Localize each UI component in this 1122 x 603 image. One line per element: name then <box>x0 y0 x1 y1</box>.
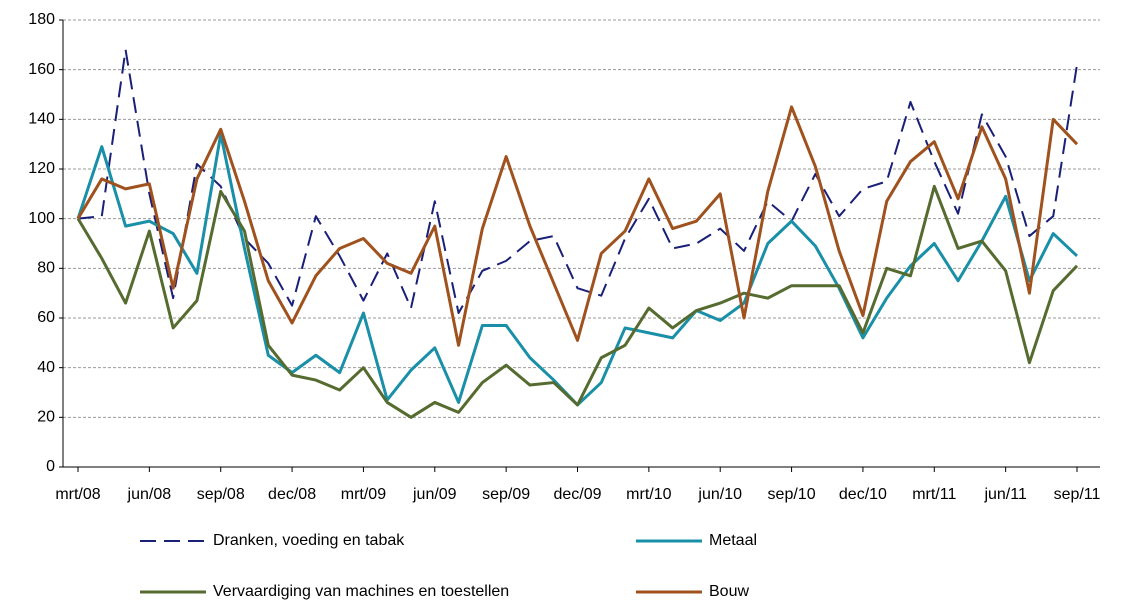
series-line <box>76 105 1079 347</box>
x-tick-label: sep/10 <box>768 486 816 503</box>
y-tick-label: 60 <box>37 309 55 326</box>
legend-label: Metaal <box>709 532 757 549</box>
legend-label: Dranken, voeding en tabak <box>213 532 405 549</box>
y-tick-label: 80 <box>37 260 55 277</box>
y-tick-label: 120 <box>28 160 55 177</box>
x-tick-label: jun/09 <box>412 486 457 503</box>
y-tick-label: 180 <box>28 11 55 28</box>
legend-label: Bouw <box>709 583 749 600</box>
y-tick-label: 0 <box>46 458 55 475</box>
x-tick-label: dec/08 <box>268 486 316 503</box>
x-tick-label: jun/10 <box>697 486 742 503</box>
x-tick-label: dec/09 <box>553 486 601 503</box>
x-tick-label: sep/09 <box>482 486 530 503</box>
legend-label: Vervaardiging van machines en toestellen <box>213 583 509 600</box>
series-line <box>76 184 1079 419</box>
x-tick-label: mrt/08 <box>55 486 100 503</box>
y-tick-label: 160 <box>28 61 55 78</box>
x-tick-label: sep/08 <box>197 486 245 503</box>
x-tick-label: mrt/09 <box>341 486 386 503</box>
y-tick-label: 40 <box>37 359 55 376</box>
y-tick-label: 20 <box>37 409 55 426</box>
series-line <box>77 48 1078 315</box>
y-tick-label: 100 <box>28 210 55 227</box>
x-tick-label: jun/11 <box>983 486 1027 503</box>
x-tick-label: dec/10 <box>839 486 887 503</box>
x-tick-label: sep/11 <box>1054 486 1101 503</box>
x-tick-label: mrt/10 <box>626 486 671 503</box>
series-line <box>76 132 1079 407</box>
y-tick-label: 140 <box>28 111 55 128</box>
x-tick-label: mrt/11 <box>912 486 956 503</box>
x-tick-label: jun/08 <box>127 486 172 503</box>
